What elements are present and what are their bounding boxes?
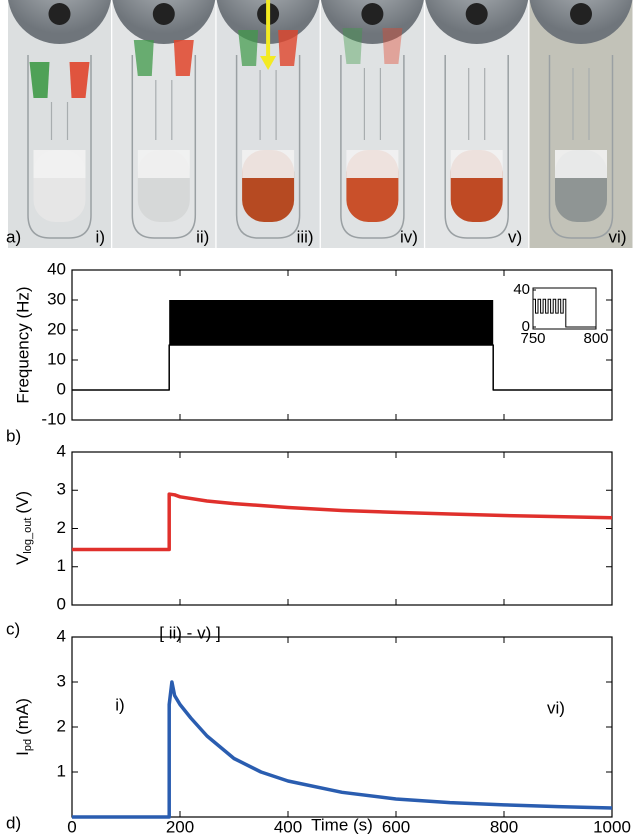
chip-outline xyxy=(444,55,509,239)
channel xyxy=(468,68,486,140)
y-label-main: V xyxy=(13,553,32,565)
x-tick-label: 0 xyxy=(67,817,76,834)
plot-frame xyxy=(71,451,613,606)
dish-hub xyxy=(570,3,592,25)
x-tick-label: 1000 xyxy=(593,817,631,834)
inset-line xyxy=(533,298,596,328)
x-tick-label: 800 xyxy=(490,817,518,834)
photo-strip: i) ii) iii) iv) v) vi) xyxy=(8,0,633,248)
plot-frame xyxy=(71,269,613,421)
chip-outline xyxy=(27,55,92,239)
annotation: vi) xyxy=(547,698,565,717)
inset-y-tick-label: 0 xyxy=(522,318,530,335)
x-tick-label: 600 xyxy=(382,817,410,834)
annotation: [ ii) - v) ] xyxy=(159,623,220,642)
dish-hub xyxy=(465,3,488,25)
photo-label: v) xyxy=(508,227,522,246)
panel-label: a) xyxy=(6,227,21,246)
chamber-red xyxy=(69,62,90,98)
chip-outline xyxy=(131,55,197,239)
chip-outline xyxy=(340,55,405,239)
x-tick-label: 400 xyxy=(274,817,302,834)
dish-hub xyxy=(48,3,71,25)
channel xyxy=(259,70,277,140)
chamber-top xyxy=(242,150,295,178)
y-label-unit: (mA) xyxy=(13,698,32,735)
y-tick-label: 10 xyxy=(47,349,66,368)
x-tick-label: 200 xyxy=(166,817,194,834)
chip-outline xyxy=(235,55,301,239)
y-label-sub: log_out xyxy=(22,518,34,554)
chamber-green xyxy=(342,28,363,64)
panel-label: c) xyxy=(6,619,20,638)
chamber-red xyxy=(382,28,403,64)
y-tick-label: 4 xyxy=(57,626,66,645)
y-tick-label: 20 xyxy=(47,319,66,338)
channel xyxy=(572,68,590,140)
channel xyxy=(155,80,173,140)
y-axis-label: Ipd (mA) xyxy=(13,698,33,756)
photo-label: ii) xyxy=(196,227,209,246)
channel xyxy=(363,68,381,140)
y-tick-label: 3 xyxy=(57,480,66,499)
arrow-head xyxy=(260,56,277,70)
chamber-green xyxy=(29,62,50,98)
y-tick-label: 30 xyxy=(47,289,66,308)
chamber-red xyxy=(173,40,194,76)
inset-x-tick-label: 800 xyxy=(583,330,608,347)
dish-hub xyxy=(361,3,384,25)
photo-label: vi) xyxy=(609,227,627,246)
y-tick-label: 0 xyxy=(57,379,66,398)
chip-outline xyxy=(548,55,614,239)
y-axis-label: Vlog_out (V) xyxy=(13,491,33,565)
inset-x-tick-label: 750 xyxy=(520,330,545,347)
chamber-top xyxy=(137,150,190,178)
chamber-top xyxy=(33,150,86,178)
chamber-top xyxy=(555,150,607,178)
y-tick-label: 1 xyxy=(57,556,66,575)
plot-frame xyxy=(71,636,613,818)
channel xyxy=(50,102,69,140)
chamber-green xyxy=(133,40,154,76)
chamber-top xyxy=(346,150,399,178)
y-tick-label: 40 xyxy=(47,259,66,278)
y-tick-label: 4 xyxy=(57,441,66,460)
x-axis-label: Time (s) xyxy=(311,815,373,834)
photo-label: iv) xyxy=(400,227,418,246)
y-tick-label: 2 xyxy=(57,518,66,537)
y-tick-label: 2 xyxy=(57,716,66,735)
switching-band xyxy=(169,300,494,345)
chamber-top xyxy=(450,150,503,178)
y-tick-label: 3 xyxy=(57,671,66,690)
chamber-red xyxy=(278,30,299,66)
y-tick-label: 1 xyxy=(57,761,66,780)
inset-frame xyxy=(532,287,597,330)
y-label-sub: pd xyxy=(22,739,34,751)
y-tick-label: -10 xyxy=(41,409,66,428)
annotation: i) xyxy=(115,695,124,714)
y-label-unit: (V) xyxy=(13,491,32,514)
y-axis-label: Frequency (Hz) xyxy=(13,286,32,403)
inset-y-tick-label: 40 xyxy=(513,281,530,298)
chamber-green xyxy=(238,30,259,66)
photo-label: i) xyxy=(96,227,105,246)
y-tick-label: 0 xyxy=(57,594,66,613)
photo-label: iii) xyxy=(297,227,314,246)
panel-label: d) xyxy=(6,813,21,832)
panel-label: b) xyxy=(6,426,21,445)
data-line xyxy=(72,492,613,552)
dish-hub xyxy=(152,3,175,25)
y-label-main: I xyxy=(13,751,32,756)
data-line xyxy=(72,680,613,819)
data-line xyxy=(72,344,612,391)
